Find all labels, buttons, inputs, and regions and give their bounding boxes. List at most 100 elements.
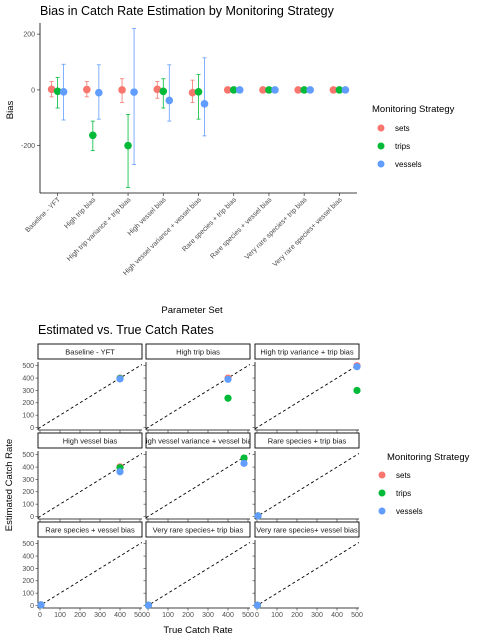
- bottom-legend: Monitoring Strategy sets trips vessels: [378, 452, 470, 516]
- top-point-vessels: [95, 88, 103, 97]
- facet-x-tick-label: 400: [222, 612, 234, 619]
- facet-point-vessels: [253, 601, 261, 609]
- facet-strip: [254, 521, 360, 538]
- top-point-vessels: [235, 86, 244, 94]
- bottom-chart-title: Estimated vs. True Catch Rates: [38, 323, 214, 337]
- facet-strip: [37, 343, 143, 360]
- facet-x-tick-label: 0: [38, 612, 42, 619]
- facet-y-tick-label: 0: [30, 603, 34, 610]
- facet-strip: [145, 432, 251, 449]
- top-point-sets: [188, 88, 197, 97]
- top-legend-label-trips: trips: [395, 142, 410, 151]
- top-point-trips: [159, 87, 168, 96]
- top-point-sets: [223, 86, 232, 94]
- top-point-trips: [229, 86, 238, 94]
- facet-x-tick-label: 100: [271, 612, 283, 619]
- facet-reference-line: [146, 453, 250, 519]
- bottom-chart-facets: Baseline - YFT 0 100 200 300 400 500 High trip …: [22, 343, 363, 619]
- facet-x-tick-label: 300: [94, 612, 106, 619]
- facet-strip: [37, 432, 143, 449]
- facet-strip-label: High vessel bias: [63, 437, 118, 446]
- facet-strip: [37, 521, 143, 538]
- facet-point-vessels: [254, 512, 262, 520]
- facet-point-vessels: [224, 375, 232, 383]
- bottom-legend-label-trips: trips: [396, 489, 411, 498]
- facet-x-tick-label: 400: [114, 612, 126, 619]
- top-legend-key-vessels: [377, 160, 385, 168]
- top-legend-title: Monitoring Strategy: [372, 104, 455, 115]
- facet-panel: Rare species + vessel bias 0 100 200 300 400 5…: [22, 521, 146, 619]
- top-x-tick-label: Very rare species+ vessel bias: [272, 196, 344, 268]
- top-point-vessels: [306, 86, 314, 94]
- facet-point-vessels: [353, 363, 361, 371]
- top-y-tick-label: -200: [21, 143, 35, 150]
- bottom-chart-xlabel: True Catch Rate: [163, 625, 232, 636]
- top-x-tick-label: High trip variance + trip bias: [66, 196, 133, 263]
- facet-x-tick-label: 0: [255, 612, 259, 619]
- facet-x-tick-label: 100: [162, 612, 174, 619]
- facet-reference-line: [38, 453, 142, 519]
- facet-x-tick-label: 400: [331, 612, 343, 619]
- top-y-tick-label: 0: [31, 87, 35, 94]
- facet-panel: High trip variance + trip bias: [252, 343, 361, 433]
- facet-strip-label: High trip variance + trip bias: [260, 348, 353, 357]
- facet-panel: High trip bias: [143, 343, 251, 433]
- facet-reference-line: [255, 453, 359, 519]
- facet-y-tick-label: 400: [22, 464, 34, 471]
- top-x-tick-label: Rare species + vessel bias: [209, 196, 273, 260]
- facet-reference-line: [255, 542, 359, 608]
- facet-y-tick-label: 200: [22, 400, 34, 407]
- top-x-tick-label: Very rare species+ trip bias: [244, 196, 309, 261]
- facet-reference-line: [146, 542, 250, 608]
- top-legend-key-sets: [377, 124, 385, 132]
- facet-reference-line: [146, 364, 250, 430]
- facet-y-tick-label: 300: [22, 388, 34, 395]
- facet-point-vessels: [116, 468, 124, 476]
- facet-x-tick-label: 200: [182, 612, 194, 619]
- facet-y-tick-label: 100: [22, 413, 34, 420]
- facet-panel: Baseline - YFT 0 100 200 300 400 500: [22, 343, 143, 433]
- facet-strip-label: High vessel variance + vessel bias: [141, 437, 256, 446]
- facet-strip-label: Very rare species+ vessel bias: [256, 526, 358, 535]
- facet-x-tick-label: 500: [242, 612, 254, 619]
- top-point-sets: [294, 86, 302, 94]
- facet-y-tick-label: 0: [30, 425, 34, 432]
- bottom-legend-label-sets: sets: [396, 471, 411, 480]
- facet-y-tick-label: 300: [22, 566, 34, 573]
- facet-panel: Rare species + trip bias: [252, 432, 360, 522]
- top-y-tick-label: 200: [23, 32, 35, 39]
- top-point-trips: [265, 86, 273, 94]
- facet-x-tick-label: 100: [54, 612, 66, 619]
- top-point-vessels: [271, 86, 279, 94]
- facet-point-vessels: [37, 601, 45, 609]
- facet-point-vessels: [240, 459, 248, 467]
- top-point-sets: [329, 86, 338, 94]
- bottom-legend-title: Monitoring Strategy: [387, 452, 470, 463]
- facet-reference-line: [38, 542, 142, 608]
- top-point-vessels: [130, 88, 138, 96]
- top-point-trips: [89, 131, 97, 140]
- facet-strip-label: Rare species + trip bias: [268, 437, 347, 446]
- facet-panel: Very rare species+ vessel bias 0 100 200 300…: [252, 521, 363, 619]
- facet-strip: [254, 343, 360, 360]
- top-chart-xlabel: Parameter Set: [161, 305, 223, 316]
- facet-y-tick-label: 400: [22, 553, 34, 560]
- top-legend-label-sets: sets: [395, 124, 410, 133]
- facet-strip-label: Rare species + vessel bias: [45, 526, 135, 535]
- facet-reference-line: [255, 364, 359, 430]
- top-point-trips: [53, 87, 62, 96]
- facet-x-tick-label: 500: [351, 612, 363, 619]
- bottom-legend-key-vessels: [378, 507, 386, 515]
- top-point-vessels: [59, 88, 68, 96]
- top-point-vessels: [165, 96, 174, 105]
- facet-panel: High vessel variance + vessel bias: [141, 432, 256, 522]
- facet-point-vessels: [116, 375, 124, 383]
- facet-strip: [254, 432, 360, 449]
- facet-strip: [145, 343, 251, 360]
- bottom-legend-key-sets: [378, 471, 386, 479]
- facet-y-tick-label: 300: [22, 477, 34, 484]
- facet-x-tick-label: 300: [202, 612, 214, 619]
